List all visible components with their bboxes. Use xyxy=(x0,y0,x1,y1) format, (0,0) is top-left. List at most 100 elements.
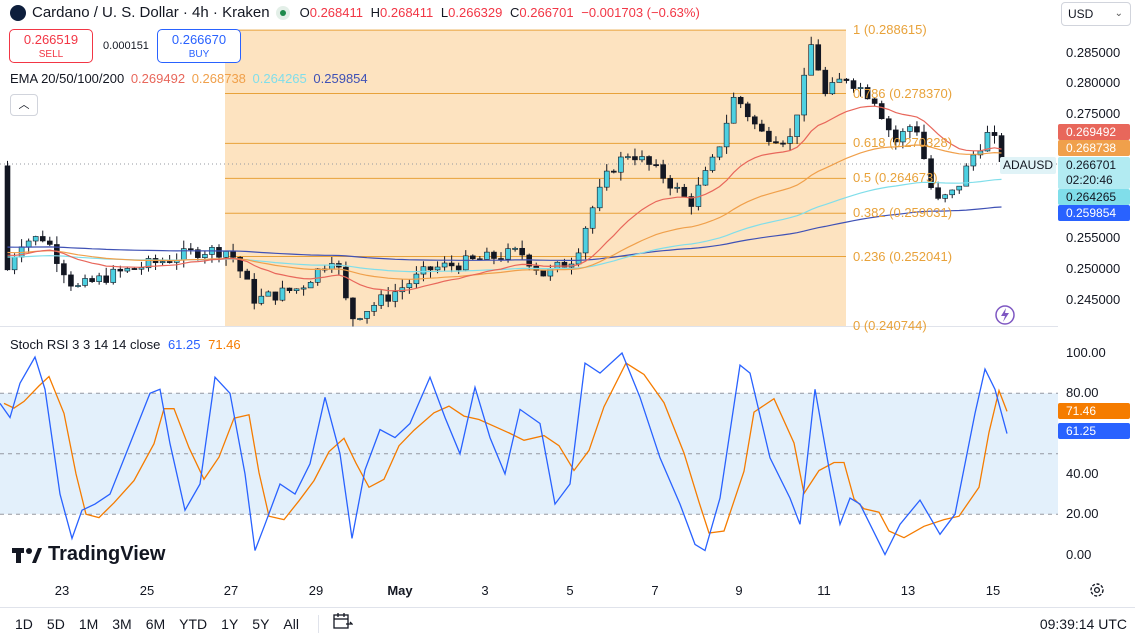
currency-select[interactable]: USD ⌄ xyxy=(1061,2,1131,26)
candle-down xyxy=(928,158,934,188)
timeframe-1y-button[interactable]: 1Y xyxy=(221,615,239,632)
last-price-tag: 0.266701 02:20:46 xyxy=(1058,157,1130,189)
candle-up xyxy=(434,266,441,271)
candle-up xyxy=(575,252,582,265)
candle-up xyxy=(406,283,413,289)
candle-down xyxy=(68,274,74,287)
timeframe-ytd-button[interactable]: YTD xyxy=(179,615,208,632)
candle-up xyxy=(293,288,300,291)
date-axis-label: 29 xyxy=(308,583,324,598)
candle-down xyxy=(230,251,236,258)
ema-50-line xyxy=(7,144,1002,280)
candle-up xyxy=(512,247,518,250)
candle-up xyxy=(300,287,307,290)
candle-up xyxy=(462,255,469,271)
settings-gear-icon[interactable] xyxy=(1089,582,1105,598)
candle-up xyxy=(11,256,18,271)
date-axis-label: 27 xyxy=(223,583,239,598)
candle-up xyxy=(378,294,384,306)
candle-up xyxy=(674,186,681,189)
tradingview-logo[interactable]: TradingView xyxy=(12,543,165,566)
utc-clock[interactable]: 09:39:14 UTC xyxy=(1039,616,1127,632)
candle-up xyxy=(258,295,265,304)
candle-down xyxy=(892,129,899,143)
buy-button[interactable]: 0.266670 BUY xyxy=(157,29,241,63)
candle-down xyxy=(498,258,504,260)
candle-up xyxy=(82,278,88,286)
candle-up xyxy=(145,258,152,269)
candle-down xyxy=(117,268,124,272)
candle-down xyxy=(54,244,60,264)
candle-down xyxy=(759,123,765,132)
candle-down xyxy=(216,247,222,258)
ema-legend[interactable]: EMA 20/50/100/200 0.269492 0.268738 0.26… xyxy=(10,71,368,86)
timeframe-5y-button[interactable]: 5Y xyxy=(252,615,270,632)
candle-down xyxy=(195,249,201,258)
candle-up xyxy=(25,240,32,248)
candle-down xyxy=(878,103,885,120)
timeframe-6m-button[interactable]: 6M xyxy=(145,615,166,632)
date-range-icon[interactable] xyxy=(333,612,354,635)
stoch-axis-label: 0.00 xyxy=(1066,546,1092,562)
date-axis-label: 9 xyxy=(735,583,743,598)
candle-up xyxy=(829,82,836,95)
candle-down xyxy=(251,278,258,304)
candle-down xyxy=(751,116,758,125)
candle-down xyxy=(540,270,547,277)
candle-up xyxy=(723,122,730,148)
sell-button[interactable]: 0.266519 SELL xyxy=(9,29,93,63)
candle-up xyxy=(420,266,427,275)
price-axis-label: 0.275000 xyxy=(1066,106,1121,122)
date-axis-label: 7 xyxy=(651,583,659,598)
chevron-down-icon: ⌄ xyxy=(1114,8,1123,19)
timeframe-all-button[interactable]: All xyxy=(283,615,299,632)
candle-down xyxy=(610,170,617,173)
timeframe-1d-button[interactable]: 1D xyxy=(15,615,33,632)
candle-down xyxy=(237,257,243,272)
symbol-header[interactable]: Cardano / U. S. Dollar · 4h · Kraken O0.… xyxy=(10,4,700,21)
candle-up xyxy=(582,227,589,254)
candle-up xyxy=(138,267,145,270)
fib-level-label: 0.5 (0.264673) xyxy=(853,170,938,186)
stoch-rsi-pane[interactable] xyxy=(0,327,1135,577)
date-axis-label: 25 xyxy=(139,583,155,598)
candle-down xyxy=(646,156,652,165)
candle-down xyxy=(427,266,434,271)
candle-down xyxy=(632,156,638,161)
candle-down xyxy=(688,196,695,207)
timeframe-5d-button[interactable]: 5D xyxy=(46,615,65,632)
stoch-axis-label: 80.00 xyxy=(1066,385,1099,401)
fib-level-label: 1 (0.288615) xyxy=(853,22,927,38)
icon-ring xyxy=(995,305,1015,325)
candle-up xyxy=(32,236,39,242)
date-axis-label: 3 xyxy=(481,583,489,598)
candle-up xyxy=(202,254,208,258)
candle-up xyxy=(618,156,624,173)
timeframe-1m-button[interactable]: 1M xyxy=(78,615,99,632)
candle-down xyxy=(166,261,173,263)
ai-assistant-icon[interactable] xyxy=(995,305,1015,325)
candle-down xyxy=(46,240,53,245)
date-axis-label: May xyxy=(387,583,413,598)
timeframe-3m-button[interactable]: 3M xyxy=(112,615,132,632)
stoch-rsi-legend[interactable]: Stoch RSI 3 3 14 14 close 61.25 71.46 xyxy=(10,337,241,352)
price-chart[interactable] xyxy=(0,0,1135,327)
candle-down xyxy=(89,278,95,282)
candle-down xyxy=(343,266,349,299)
fib-level-label: 0.382 (0.259031) xyxy=(853,205,953,221)
candle-up xyxy=(702,170,709,186)
candle-up xyxy=(907,126,913,132)
candle-down xyxy=(737,96,744,105)
candle-up xyxy=(589,207,596,229)
collapse-legend-button[interactable]: ︿ xyxy=(10,94,38,116)
candle-down xyxy=(681,186,688,197)
divider xyxy=(317,614,319,633)
market-open-icon xyxy=(275,5,290,20)
candle-up xyxy=(808,44,815,76)
ema200-price-tag: 0.259854 xyxy=(1058,205,1130,221)
ohlc-values: O0.268411 H0.268411 L0.266329 C0.266701 … xyxy=(299,5,700,20)
price-axis-label: 0.245000 xyxy=(1066,292,1121,308)
price-axis-label: 0.285000 xyxy=(1066,44,1121,60)
candle-up xyxy=(963,165,970,187)
candle-up xyxy=(942,194,948,199)
